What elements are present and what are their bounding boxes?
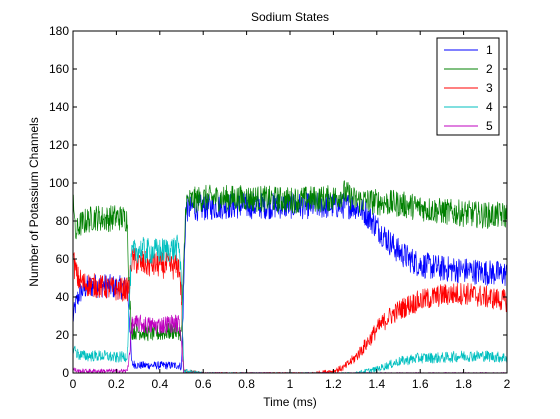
legend-label-2: 2 (486, 62, 493, 76)
legend-label-4: 4 (486, 100, 493, 114)
y-tick-label: 40 (56, 290, 70, 304)
legend: 1 2 3 4 5 (436, 37, 500, 136)
chart-title: Sodium States (251, 10, 329, 24)
x-tick-label: 1.4 (368, 377, 385, 391)
x-axis: 0 0.2 0.4 0.6 0.8 1 1.2 1.4 1.6 1.8 2 (70, 31, 511, 391)
y-axis: 0 20 40 60 80 100 120 140 160 180 (49, 24, 507, 380)
x-tick-label: 1.2 (325, 377, 342, 391)
y-tick-label: 160 (49, 62, 69, 76)
y-tick-label: 20 (56, 328, 70, 342)
x-tick-label: 0.8 (238, 377, 255, 391)
y-axis-label: Number of Potassium Channels (27, 117, 41, 286)
y-tick-label: 0 (62, 366, 69, 380)
y-tick-label: 140 (49, 100, 69, 114)
legend-label-3: 3 (486, 81, 493, 95)
legend-label-1: 1 (486, 43, 493, 57)
y-tick-label: 120 (49, 138, 69, 152)
x-tick-label: 1.8 (455, 377, 472, 391)
x-tick-label: 0.4 (151, 377, 168, 391)
y-tick-label: 100 (49, 176, 69, 190)
x-tick-label: 0.2 (108, 377, 125, 391)
legend-label-5: 5 (486, 119, 493, 133)
x-tick-label: 0 (70, 377, 77, 391)
legend-box (436, 37, 500, 136)
x-tick-label: 1.6 (412, 377, 429, 391)
y-tick-label: 60 (56, 252, 70, 266)
y-tick-label: 180 (49, 24, 69, 38)
x-tick-label: 2 (504, 377, 511, 391)
x-tick-label: 0.6 (195, 377, 212, 391)
y-tick-label: 80 (56, 214, 70, 228)
x-tick-label: 1 (287, 377, 294, 391)
x-axis-label: Time (ms) (263, 395, 317, 409)
plot-area (72, 30, 508, 374)
